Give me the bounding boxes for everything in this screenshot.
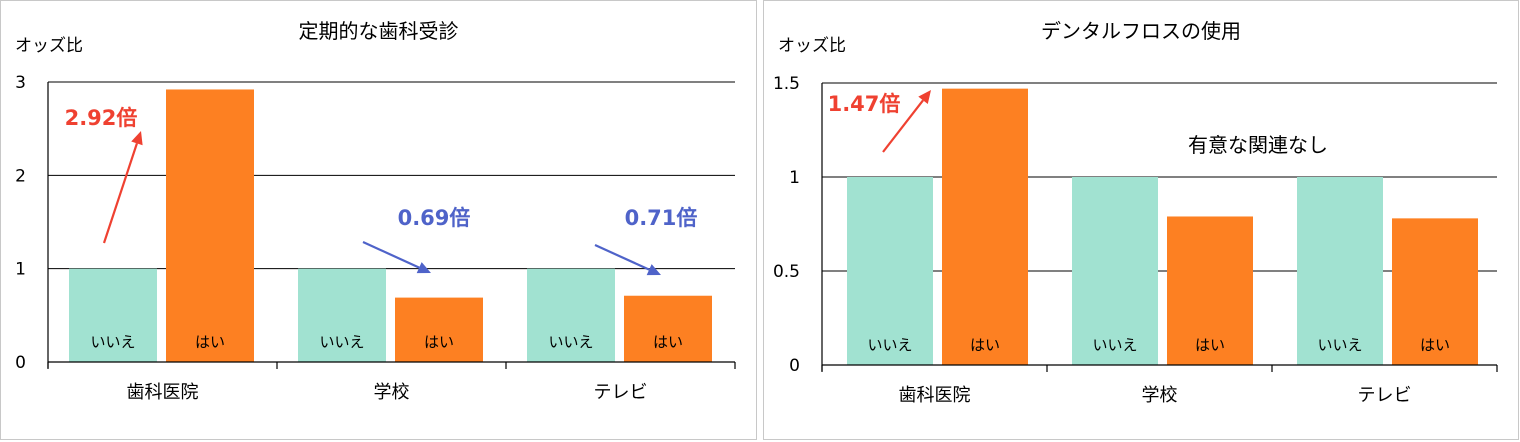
annotation-arrow-shaft bbox=[595, 245, 649, 270]
annotation-label: 1.47倍 bbox=[828, 92, 901, 116]
x-tick-label: 歯科医院 bbox=[127, 382, 199, 403]
bar-yes-2 bbox=[624, 296, 712, 362]
y-tick-label: 3 bbox=[15, 73, 26, 93]
chart-note: 有意な関連なし bbox=[1188, 133, 1328, 157]
bar-label: いいえ bbox=[1317, 336, 1362, 354]
y-tick-label: 1.5 bbox=[773, 74, 800, 94]
bar-label: いいえ bbox=[867, 336, 912, 354]
chart-panel-floss-use: デンタルフロスの使用 オッズ比 0 0.5 1 1.5 いいえ はい いいえ はい いいえ はい歯… bbox=[763, 0, 1519, 440]
y-tick-label: 0 bbox=[15, 353, 26, 373]
bar-label: はい bbox=[970, 336, 1000, 354]
x-tick-label: 学校 bbox=[374, 382, 410, 403]
x-tick-label: 歯科医院 bbox=[899, 385, 971, 406]
bar-label: はい bbox=[424, 333, 454, 351]
bar-yes-0 bbox=[166, 89, 254, 362]
annotation-arrow-shaft bbox=[363, 242, 419, 268]
bar-label: はい bbox=[1420, 336, 1450, 354]
y-tick-label: 0 bbox=[789, 356, 800, 376]
bar-yes-1 bbox=[395, 298, 483, 362]
bar-label: はい bbox=[1195, 336, 1225, 354]
x-tick-label: テレビ bbox=[594, 382, 648, 403]
y-tick-label: 0.5 bbox=[773, 262, 800, 282]
annotation-arrow-head bbox=[131, 131, 142, 145]
bar-label: はい bbox=[653, 333, 683, 351]
annotation-arrow-shaft bbox=[104, 143, 137, 243]
chart-panel-dental-visit: 定期的な歯科受診 オッズ比 0 1 2 3 いいえ はい いいえ はい いいえ はい 歯科医院 学校テ… bbox=[0, 0, 757, 440]
bar-label: いいえ bbox=[1092, 336, 1137, 354]
bar-label: いいえ bbox=[548, 333, 593, 351]
annotation-label: 2.92倍 bbox=[65, 106, 138, 130]
bar-yes-0 bbox=[942, 89, 1028, 365]
y-tick-label: 1 bbox=[15, 260, 26, 280]
annotation-label: 0.69倍 bbox=[398, 206, 471, 230]
annotation-label: 0.71倍 bbox=[625, 206, 698, 230]
y-tick-label: 1 bbox=[789, 168, 800, 188]
x-tick-label: 学校 bbox=[1142, 385, 1178, 406]
x-tick-label: テレビ bbox=[1358, 385, 1412, 406]
bar-label: いいえ bbox=[90, 333, 135, 351]
bar-label: はい bbox=[195, 333, 225, 351]
bar-label: いいえ bbox=[319, 333, 364, 351]
annotation-arrow-head bbox=[918, 90, 931, 104]
y-tick-label: 2 bbox=[15, 166, 26, 186]
